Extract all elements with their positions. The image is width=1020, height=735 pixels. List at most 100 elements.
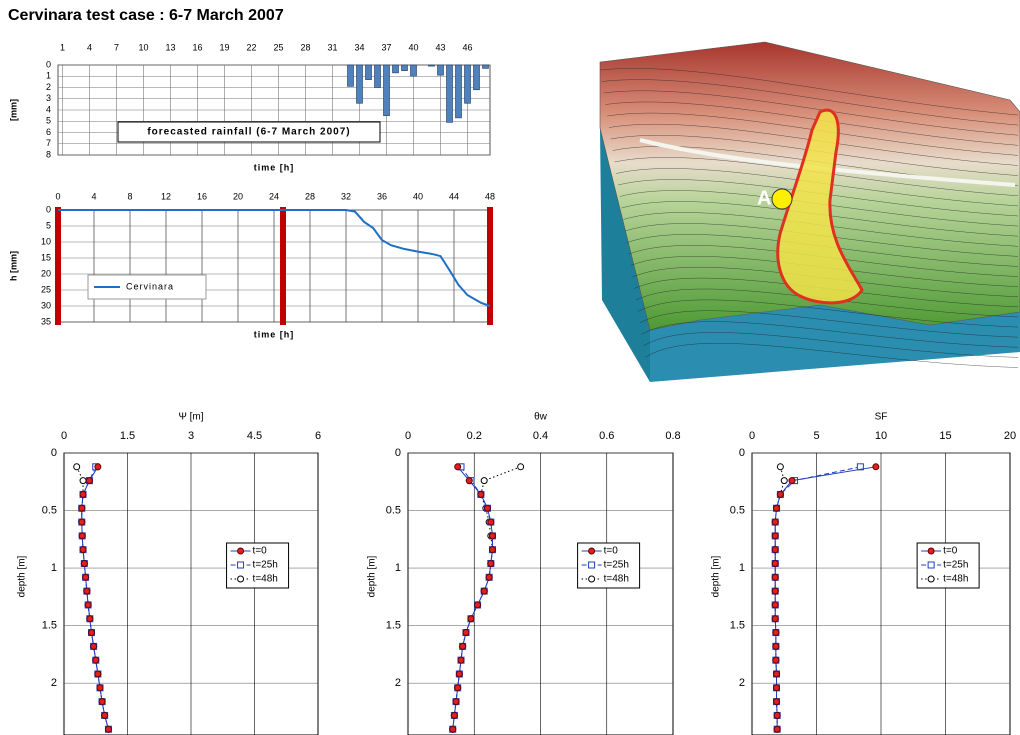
x-tick-label: 0 [749, 430, 755, 442]
data-point [789, 478, 795, 484]
data-point [89, 630, 95, 636]
x-tick-label: 0.2 [467, 430, 482, 442]
y-tick-label: 7 [46, 138, 51, 148]
data-point [481, 588, 487, 594]
legend-marker [928, 576, 934, 582]
point-a [772, 189, 792, 209]
y-tick-label: 1.5 [386, 620, 401, 632]
y-tick-label: 2 [739, 677, 745, 689]
x-tick-label: 40 [413, 191, 423, 201]
data-point [83, 574, 89, 580]
legend-marker [589, 562, 595, 568]
x-tick-label: 16 [197, 191, 207, 201]
legend-label: Cervinara [126, 281, 174, 291]
y-tick-label: 0 [739, 447, 745, 459]
y-tick-label: 3 [46, 93, 51, 103]
x-axis-label: time [h] [254, 329, 295, 339]
time-marker [55, 207, 61, 325]
y-tick-label: 1 [395, 562, 401, 574]
data-point [79, 519, 85, 525]
bar [465, 65, 471, 103]
legend-marker [238, 548, 244, 554]
data-point [774, 685, 780, 691]
data-point [772, 519, 778, 525]
bar [357, 65, 363, 103]
data-point [772, 547, 778, 553]
y-tick-label: 4 [46, 104, 51, 114]
legend-label: t=0 [604, 546, 619, 557]
data-point [455, 685, 461, 691]
y-tick-label: 35 [41, 316, 51, 326]
data-point [774, 505, 780, 511]
x-tick-label: 19 [219, 42, 229, 52]
x-tick-label: 5 [813, 430, 819, 442]
map-label: A [757, 187, 771, 209]
data-point [102, 712, 108, 718]
x-tick-label: 28 [300, 42, 310, 52]
data-point [85, 602, 91, 608]
data-point [80, 547, 86, 553]
x-axis-label: θw [534, 412, 548, 423]
x-tick-label: 0.4 [533, 430, 548, 442]
data-point [451, 712, 457, 718]
x-tick-label: 10 [875, 430, 887, 442]
y-tick-label: 15 [41, 252, 51, 262]
data-point [481, 478, 487, 484]
data-point [781, 478, 787, 484]
time-marker [487, 207, 493, 325]
data-point [489, 533, 495, 539]
x-tick-label: 0.6 [599, 430, 614, 442]
y-tick-label: 0.5 [42, 504, 57, 516]
data-point [79, 533, 85, 539]
data-point [93, 657, 99, 663]
data-point [453, 699, 459, 705]
x-tick-label: 0.8 [665, 430, 680, 442]
y-axis-label: depth [m] [367, 555, 378, 597]
x-tick-label: 20 [1004, 430, 1016, 442]
data-point [91, 643, 97, 649]
legend-marker [928, 548, 934, 554]
bar [483, 65, 489, 68]
data-point [774, 699, 780, 705]
bar [375, 65, 381, 88]
x-tick-label: 46 [462, 42, 472, 52]
data-point [455, 464, 461, 470]
data-point [458, 657, 464, 663]
legend-marker [589, 576, 595, 582]
x-tick-label: 4.5 [247, 430, 262, 442]
y-axis-label: depth [m] [17, 555, 28, 597]
x-tick-label: 37 [381, 42, 391, 52]
x-tick-label: 25 [273, 42, 283, 52]
data-point [87, 616, 93, 622]
data-point [475, 602, 481, 608]
page-title: Cervinara test case : 6-7 March 2007 [8, 7, 284, 24]
data-point [466, 478, 472, 484]
data-point [86, 478, 92, 484]
y-tick-label: 1 [51, 562, 57, 574]
data-point [772, 588, 778, 594]
terrain-map: A [600, 42, 1020, 382]
x-tick-label: 7 [114, 42, 119, 52]
bar [456, 65, 462, 118]
x-tick-label: 8 [127, 191, 132, 201]
legend-label: t=0 [253, 546, 268, 557]
x-tick-label: 3 [188, 430, 194, 442]
data-point [460, 643, 466, 649]
y-tick-label: 0.5 [730, 504, 745, 516]
data-point [463, 630, 469, 636]
y-tick-label: 10 [41, 236, 51, 246]
x-axis-label: Ψ [m] [178, 412, 203, 423]
data-point [488, 560, 494, 566]
data-point [478, 491, 484, 497]
bar [447, 65, 453, 122]
bar [411, 65, 417, 76]
legend-label: t=0 [943, 546, 958, 557]
data-point [774, 671, 780, 677]
data-point [486, 574, 492, 580]
x-tick-label: 4 [87, 42, 92, 52]
data-point [774, 726, 780, 732]
data-point [99, 699, 105, 705]
y-tick-label: 5 [46, 116, 51, 126]
data-point [772, 602, 778, 608]
y-tick-label: 1.5 [730, 620, 745, 632]
